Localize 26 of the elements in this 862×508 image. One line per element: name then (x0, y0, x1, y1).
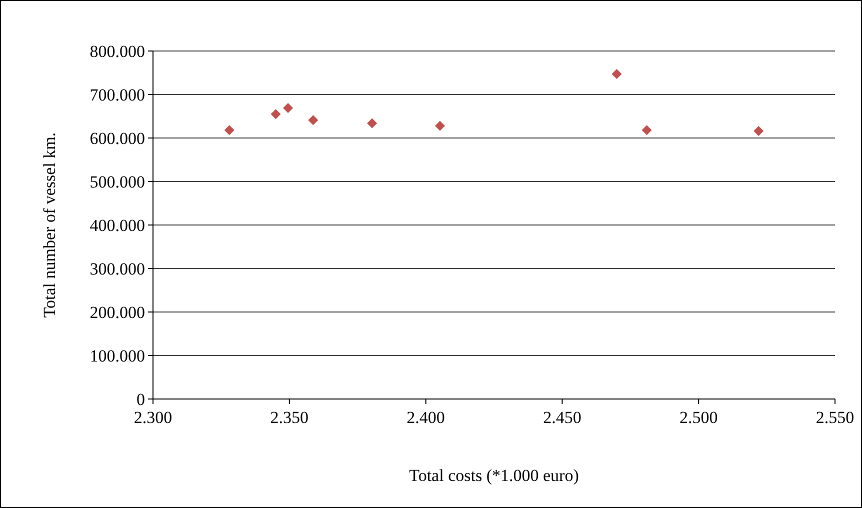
x-tick-label: 2.550 (816, 408, 854, 427)
y-tick-label: 200.000 (90, 302, 145, 322)
y-tick-label: 300.000 (90, 259, 145, 278)
point (754, 126, 764, 136)
point (270, 109, 281, 120)
point (224, 125, 234, 136)
x-tick-label: 2.400 (406, 408, 445, 427)
x-axis-title: Total costs (*1.000 euro) (409, 466, 579, 485)
y-tick-label: 0 (136, 390, 145, 409)
y-tick-label: 700.000 (90, 85, 145, 104)
y-tick-label: 500.000 (90, 172, 145, 192)
y-tick-label: 400.000 (90, 216, 145, 235)
x-tick-label: 2.450 (543, 408, 582, 427)
point (308, 115, 318, 126)
y-tick-label: 600.000 (90, 128, 145, 148)
point (642, 125, 652, 136)
point (434, 120, 445, 131)
x-tick-label: 2.300 (134, 408, 172, 427)
y-tick-label: 100.000 (90, 346, 145, 366)
x-tick-label: 2.500 (679, 408, 718, 427)
x-tick-label: 2.350 (270, 408, 309, 427)
y-axis-title: Total number of vessel km. (40, 132, 59, 318)
y-tick-label: 800.000 (90, 42, 145, 61)
point (367, 118, 378, 128)
point (283, 102, 294, 113)
point (612, 69, 622, 80)
